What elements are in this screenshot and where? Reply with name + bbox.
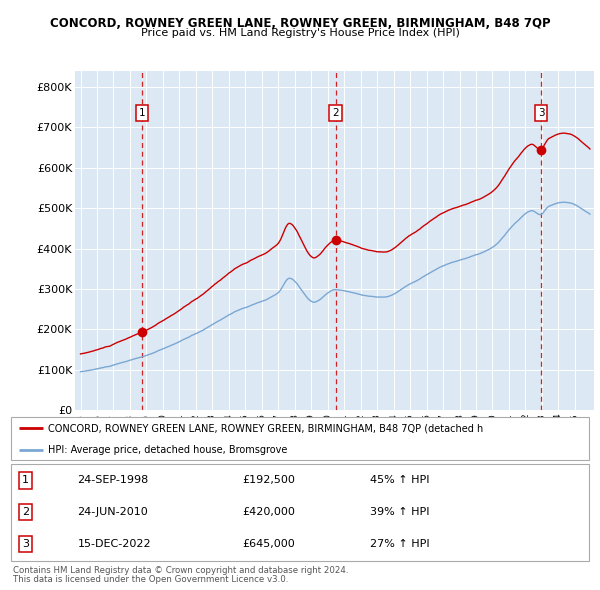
Text: 45% ↑ HPI: 45% ↑ HPI xyxy=(370,476,429,486)
Text: 3: 3 xyxy=(22,539,29,549)
Text: Contains HM Land Registry data © Crown copyright and database right 2024.: Contains HM Land Registry data © Crown c… xyxy=(13,566,349,575)
Text: CONCORD, ROWNEY GREEN LANE, ROWNEY GREEN, BIRMINGHAM, B48 7QP (detached h: CONCORD, ROWNEY GREEN LANE, ROWNEY GREEN… xyxy=(49,423,484,433)
FancyBboxPatch shape xyxy=(11,417,589,460)
Text: £420,000: £420,000 xyxy=(242,507,295,517)
Text: 15-DEC-2022: 15-DEC-2022 xyxy=(77,539,151,549)
Text: CONCORD, ROWNEY GREEN LANE, ROWNEY GREEN, BIRMINGHAM, B48 7QP: CONCORD, ROWNEY GREEN LANE, ROWNEY GREEN… xyxy=(50,17,550,30)
Text: 1: 1 xyxy=(139,108,145,118)
Text: £645,000: £645,000 xyxy=(242,539,295,549)
Text: 2: 2 xyxy=(332,108,339,118)
Text: Price paid vs. HM Land Registry's House Price Index (HPI): Price paid vs. HM Land Registry's House … xyxy=(140,28,460,38)
Text: HPI: Average price, detached house, Bromsgrove: HPI: Average price, detached house, Brom… xyxy=(49,445,288,455)
Text: 24-SEP-1998: 24-SEP-1998 xyxy=(77,476,149,486)
Text: 39% ↑ HPI: 39% ↑ HPI xyxy=(370,507,429,517)
FancyBboxPatch shape xyxy=(11,464,589,560)
Text: 1: 1 xyxy=(22,476,29,486)
Text: 24-JUN-2010: 24-JUN-2010 xyxy=(77,507,148,517)
Text: 3: 3 xyxy=(538,108,544,118)
Text: £192,500: £192,500 xyxy=(242,476,295,486)
Text: 27% ↑ HPI: 27% ↑ HPI xyxy=(370,539,430,549)
Text: 2: 2 xyxy=(22,507,29,517)
Text: This data is licensed under the Open Government Licence v3.0.: This data is licensed under the Open Gov… xyxy=(13,575,289,584)
